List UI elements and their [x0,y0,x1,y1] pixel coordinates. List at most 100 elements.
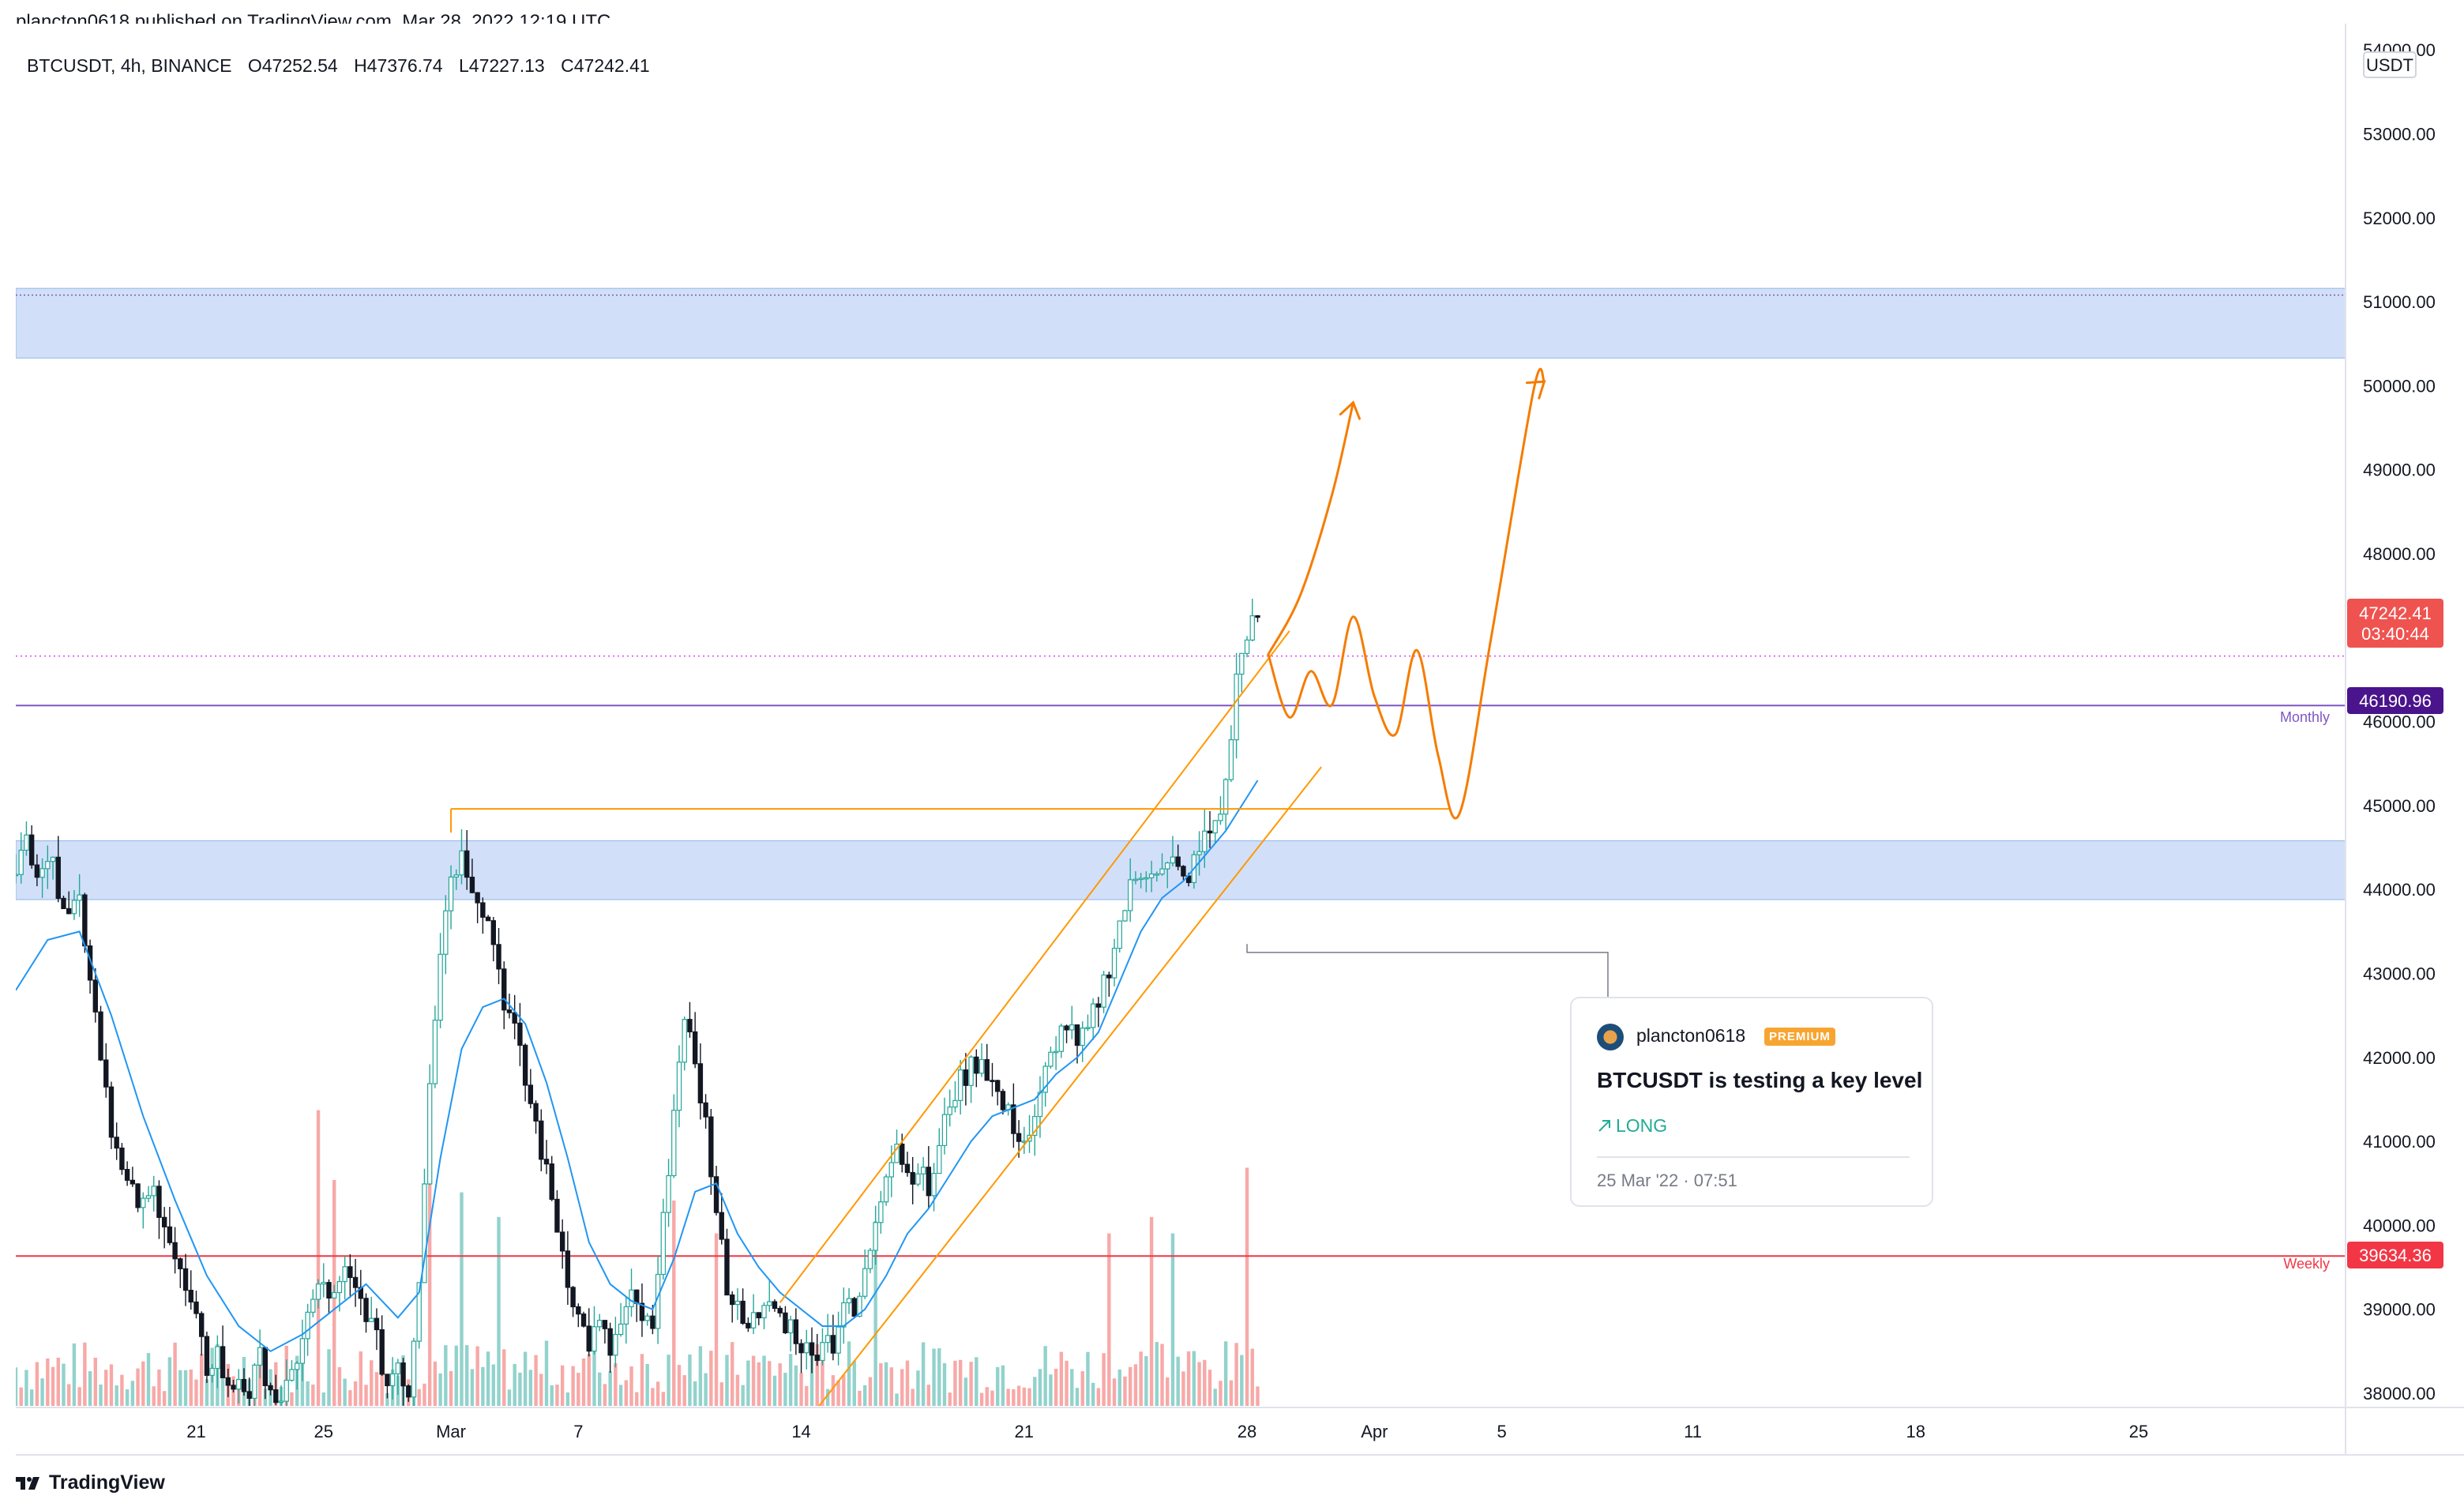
candle-body [1181,866,1186,877]
volume-bar [1229,1380,1234,1406]
volume-bar [831,1375,836,1406]
volume-bar [693,1381,697,1406]
volume-bar [1250,1348,1254,1406]
volume-bar [518,1372,522,1406]
volume-bar [1213,1389,1217,1406]
tradingview-logo[interactable]: TradingView [16,1471,165,1494]
candle-body [506,1009,513,1013]
volume-bar [539,1374,543,1406]
volume-bar [444,1345,448,1406]
time-tick-label: 18 [1906,1422,1925,1441]
candle-body [443,910,449,955]
last-price-value: 47242.41 [2359,603,2432,623]
volume-bar [1022,1387,1026,1406]
candle-body [172,1242,178,1260]
drawings-layer [16,367,1609,1406]
candle-body [82,894,88,947]
candle-body [926,1167,932,1197]
volume-bar [311,1384,315,1406]
candle-body [369,1317,374,1322]
volume-bar [698,1346,703,1406]
candle-body [910,1171,915,1185]
idea-title[interactable]: BTCUSDT is testing a key level [1597,1068,1923,1092]
candle-body [941,1114,948,1146]
candle-body [724,1238,730,1296]
candle-body [968,1056,974,1086]
symbol-name[interactable]: BTCUSDT, 4h, BINANCE [27,55,232,76]
candle-body [580,1313,587,1327]
volume-bar [714,1233,719,1406]
moving-average-line [16,780,1259,1353]
candle-body [315,1283,321,1300]
volume-bar [645,1363,649,1406]
candle-body [883,1176,889,1203]
candle-body [1165,862,1170,870]
candle-body [1069,1024,1075,1031]
candle-body [18,849,24,875]
volume-bar [815,1344,819,1406]
candle-body [257,1347,263,1366]
candle-body [294,1362,300,1370]
candle-body [422,1183,427,1283]
volume-bar [433,1361,438,1406]
price-axis[interactable]: 54000.0053000.0052000.0051000.0050000.00… [2363,40,2436,1404]
candle-body [793,1319,799,1344]
volume-bar [921,1342,926,1406]
volume-bar [863,1385,867,1406]
volume-bar [948,1392,952,1406]
currency-box[interactable] [2363,51,2417,78]
candle-body [767,1301,772,1306]
time-axis[interactable]: 21 25 Mar 7 14 21 28 Apr 5 11 18 25 [186,1422,2148,1441]
plot-area[interactable] [16,24,2346,1406]
time-tick-label: 14 [791,1422,810,1441]
volume-bar [183,1370,188,1406]
candle-body [475,892,480,904]
candle-body [252,1364,257,1400]
candle-body [321,1282,326,1285]
volume-bar [969,1362,973,1406]
candle-body [464,850,470,878]
candle-body [1090,1003,1096,1028]
volume-bar [1080,1371,1084,1406]
idea-card[interactable]: plancton0618 PREMIUM BTCUSDT is testing … [1570,997,1933,1207]
symbol-ohlc-legend[interactable]: BTCUSDT, 4h, BINANCE O47252.54 H47376.74… [27,55,661,77]
channel-lower-line [817,766,1322,1406]
volume-bar [852,1360,856,1406]
candle-body [453,874,459,878]
volume-bar [1133,1364,1138,1406]
candle-body [734,1300,741,1306]
volume-bar [667,1355,670,1406]
candle-body [676,1062,682,1111]
candle-body [957,1069,963,1101]
candle-body [543,1159,550,1165]
candle-body [241,1378,247,1392]
candle-body [438,953,443,1021]
volume-bar [1016,1385,1021,1406]
candles-layer [16,599,1260,1406]
author-name[interactable]: plancton0618 [1636,1025,1746,1046]
candle-body [284,1379,289,1402]
candle-body [539,1120,544,1160]
candle-body [336,1281,343,1294]
volume-bar [975,1357,978,1406]
candle-body [596,1320,603,1328]
candle-body [135,1183,141,1208]
candle-body [268,1385,273,1391]
candle-body [395,1362,401,1375]
candle-body [1228,739,1234,780]
volume-bar [316,1110,321,1406]
candle-body [332,1291,337,1298]
volume-bar [157,1369,161,1406]
volume-bar [83,1342,87,1406]
idea-connector-line [1246,944,1609,997]
price-tick-label: 51000.00 [2363,292,2436,312]
candle-body [947,1106,952,1115]
channel-upper-line [779,630,1290,1303]
volume-bar [624,1380,628,1406]
candle-body [71,900,77,915]
candle-body [650,1315,655,1329]
volume-bar [343,1378,347,1406]
candle-body [978,1058,985,1074]
author-avatar[interactable] [1597,1024,1624,1050]
